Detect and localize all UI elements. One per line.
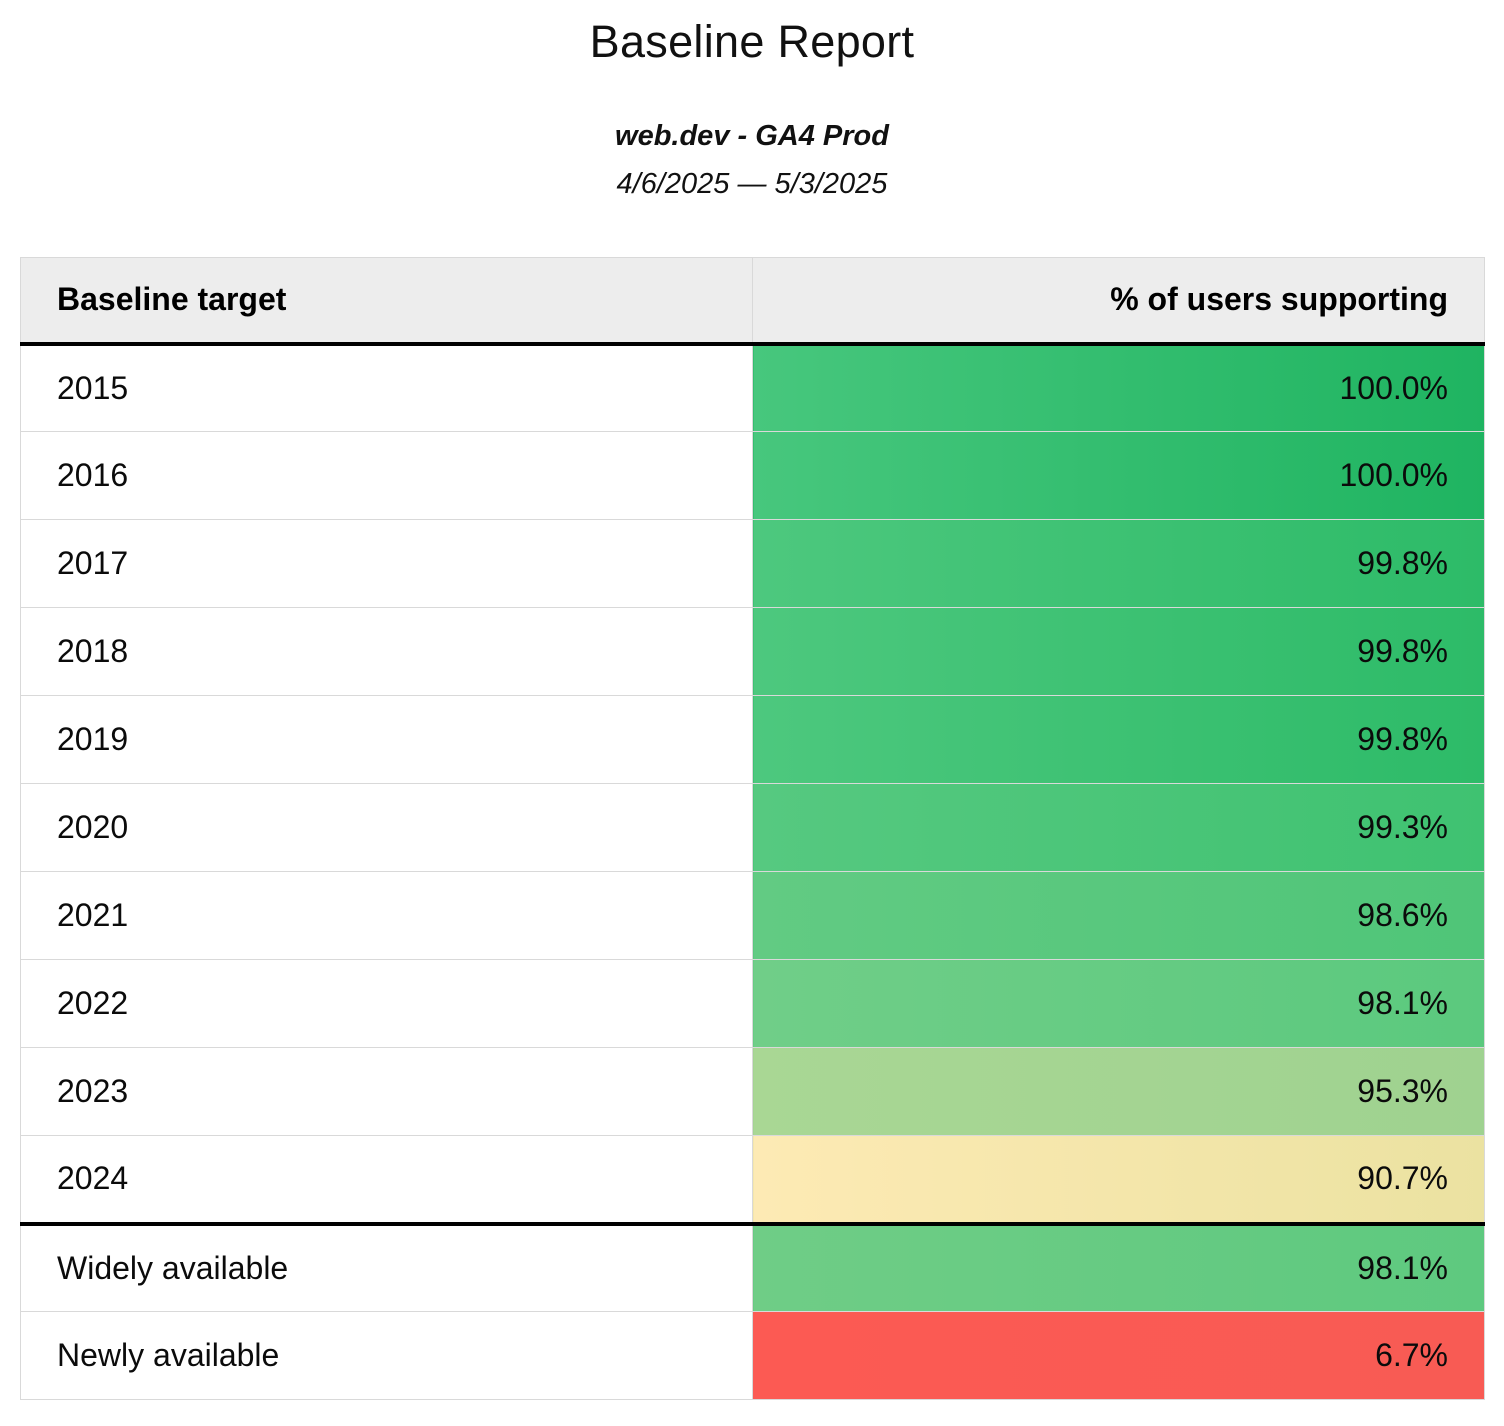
report-date-range: 4/6/2025 — 5/3/2025 — [616, 168, 888, 200]
target-cell: 2021 — [20, 871, 753, 960]
table-row: 2022 98.1% — [20, 959, 1485, 1048]
value-cell: 98.6% — [752, 871, 1485, 960]
report-subtitle: web.dev - GA4 Prod — [615, 120, 889, 152]
target-cell: 2023 — [20, 1047, 753, 1136]
value-cell: 100.0% — [752, 343, 1485, 432]
table-body: 2015 100.0% 2016 100.0% 2017 99.8% 2018 … — [20, 343, 1485, 1400]
report-header: Baseline Report web.dev - GA4 Prod 4/6/2… — [0, 0, 1504, 201]
baseline-table: Baseline target % of users supporting 20… — [20, 257, 1485, 1400]
table-row: 2015 100.0% — [20, 343, 1485, 432]
table-row: Widely available 98.1% — [20, 1221, 1485, 1312]
table-row: 2023 95.3% — [20, 1047, 1485, 1136]
target-cell: Widely available — [20, 1221, 753, 1312]
table-row: 2020 99.3% — [20, 783, 1485, 872]
target-cell: 2016 — [20, 431, 753, 520]
table-row: 2018 99.8% — [20, 607, 1485, 696]
target-cell: 2017 — [20, 519, 753, 608]
table-row: 2019 99.8% — [20, 695, 1485, 784]
value-cell: 99.8% — [752, 607, 1485, 696]
value-cell: 99.8% — [752, 695, 1485, 784]
value-cell: 90.7% — [752, 1135, 1485, 1224]
value-cell: 98.1% — [752, 1221, 1485, 1312]
column-header-users-supporting: % of users supporting — [752, 257, 1485, 346]
table-row: Newly available 6.7% — [20, 1311, 1485, 1400]
target-cell: 2024 — [20, 1135, 753, 1224]
value-cell: 99.8% — [752, 519, 1485, 608]
value-cell: 95.3% — [752, 1047, 1485, 1136]
target-cell: 2019 — [20, 695, 753, 784]
value-cell: 98.1% — [752, 959, 1485, 1048]
value-cell: 6.7% — [752, 1311, 1485, 1400]
table-row: 2021 98.6% — [20, 871, 1485, 960]
table-row: 2016 100.0% — [20, 431, 1485, 520]
table-header: Baseline target % of users supporting — [20, 257, 1485, 346]
value-cell: 99.3% — [752, 783, 1485, 872]
target-cell: Newly available — [20, 1311, 753, 1400]
target-cell: 2020 — [20, 783, 753, 872]
table-header-row: Baseline target % of users supporting — [20, 257, 1485, 346]
target-cell: 2018 — [20, 607, 753, 696]
table-row: 2017 99.8% — [20, 519, 1485, 608]
value-cell: 100.0% — [752, 431, 1485, 520]
table-row: 2024 90.7% — [20, 1135, 1485, 1224]
column-header-baseline-target: Baseline target — [20, 257, 753, 346]
page-title: Baseline Report — [589, 16, 915, 67]
target-cell: 2022 — [20, 959, 753, 1048]
target-cell: 2015 — [20, 343, 753, 432]
